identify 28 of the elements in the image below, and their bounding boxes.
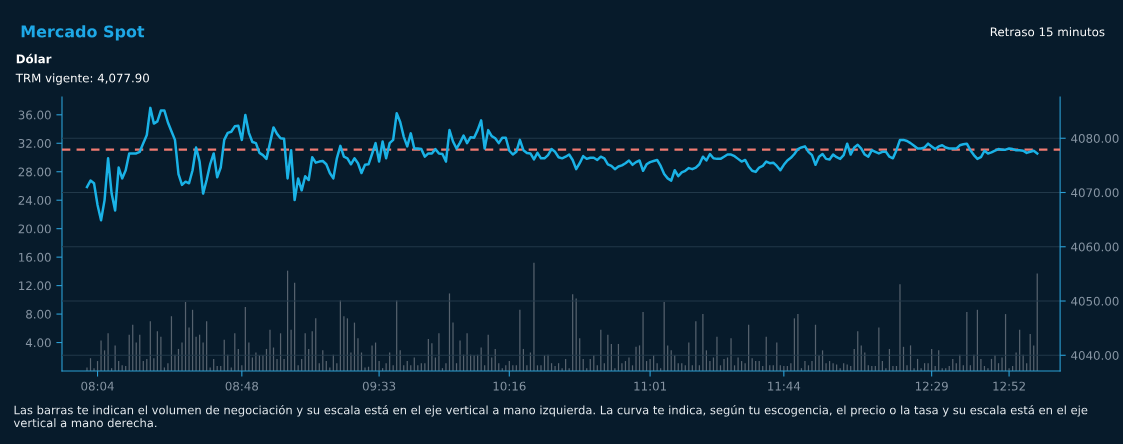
y-tick-label: 8.00 — [26, 309, 51, 319]
y2-tick-label: 4070.00 — [1071, 188, 1119, 198]
x-tick-label: 11:44 — [768, 381, 801, 391]
y-tick-label: 16.00 — [19, 252, 51, 262]
x-tick-label: 12:29 — [915, 381, 948, 391]
y2-tick-label: 4040.00 — [1071, 351, 1119, 360]
y-tick-label: 4.00 — [25, 338, 51, 348]
y-tick-label: 20.00 — [18, 224, 51, 234]
x-tick-label: 11:01 — [634, 381, 667, 391]
x-tick-label: 09:33 — [362, 381, 396, 391]
y-tick-label: 24.00 — [18, 195, 51, 205]
text: Las barras te indican el volumen de negociación y su escala está en el eje vertical a mano izquierda. La curva te indica, según tu escogencia, el precio o la tasa y su escala está en el eje vertical a mano derecha. — [13, 404, 1088, 428]
y2-tick-label: 4080.00 — [1071, 133, 1119, 143]
y2-tick-label: 4060.00 — [1071, 242, 1119, 252]
x-tick-label: 08:04 — [81, 381, 114, 391]
y-tick-label: 12.00 — [19, 281, 51, 291]
y2-tick-label: 4050.00 — [1071, 296, 1119, 306]
text: TRM vigente: 4,077.90 — [15, 73, 149, 85]
y-tick-label: 32.00 — [18, 139, 51, 148]
x-tick-label: 10:16 — [493, 381, 526, 391]
y-tick-label: 28.00 — [18, 167, 51, 177]
x-tick-label: 08:48 — [225, 381, 259, 391]
text: Retraso 15 minutos — [990, 27, 1105, 37]
x-tick-label: 12:52 — [993, 381, 1025, 391]
chart-title: Mercado Spot — [21, 25, 145, 41]
chart-subtitle: Dólar — [16, 53, 52, 64]
line-series — [85, 106, 1039, 222]
y-tick-label: 36.00 — [18, 110, 51, 120]
